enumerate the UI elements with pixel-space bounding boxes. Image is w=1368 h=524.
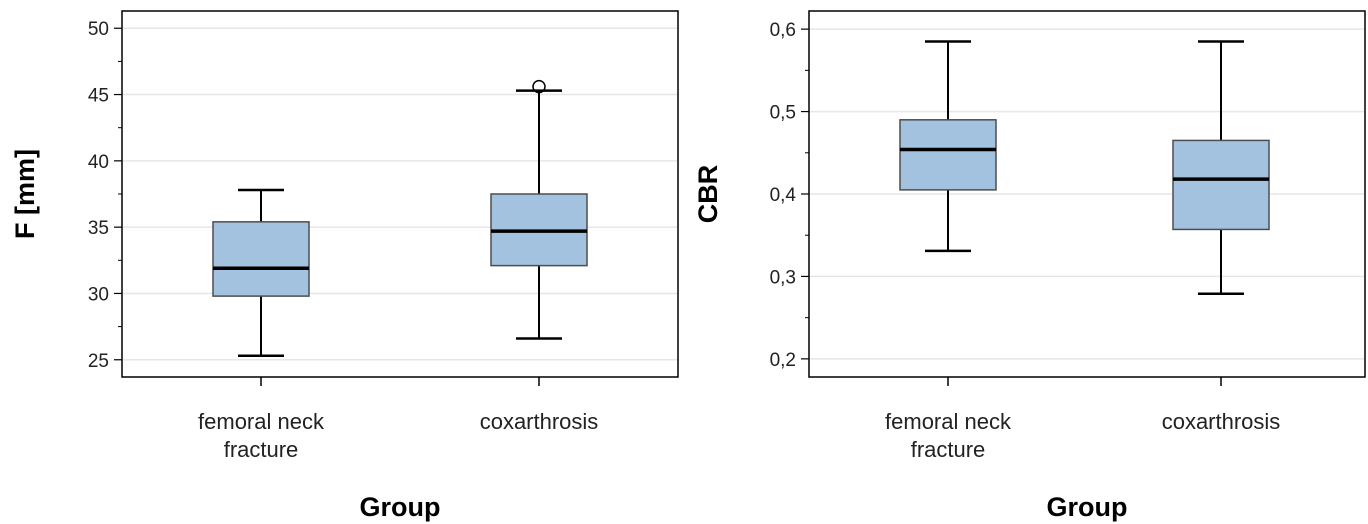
- box-2: [490, 79, 588, 340]
- y-tick-label: 0,2: [770, 350, 796, 371]
- y-tick-label: 35: [88, 218, 109, 239]
- x-tick-label-line: femoral neck: [198, 409, 325, 434]
- y-tick-label: 30: [88, 284, 109, 305]
- x-tick-label: femoral neck fracture: [198, 409, 325, 462]
- y-tick-label: 25: [88, 351, 109, 372]
- outlier-point: [532, 79, 546, 94]
- plot-frame: [121, 10, 679, 378]
- y-tick-label: 0,3: [770, 267, 796, 288]
- x-tick-label: femoral neck fracture: [885, 409, 1012, 462]
- x-axis-title: Group: [1047, 492, 1128, 522]
- x-tick-label-line: fracture: [911, 437, 986, 462]
- y-tick-label: 50: [88, 19, 109, 40]
- y-tick-label: 0,4: [770, 185, 797, 206]
- y-tick-label: 40: [88, 152, 109, 173]
- x-tick-label-line: coxarthrosis: [1162, 409, 1281, 434]
- plot-frame: [808, 10, 1366, 378]
- iqr-box: [899, 119, 997, 191]
- box-1: [899, 40, 997, 253]
- iqr-box: [212, 221, 310, 297]
- x-tick-label-line: coxarthrosis: [480, 409, 599, 434]
- y-axis-title: F [mm]: [10, 149, 40, 239]
- iqr-box: [1172, 139, 1270, 231]
- chart-panel-1: 25 30 35 40 45 50 femoral neck fracture coxarthr…: [10, 10, 679, 522]
- x-tick-label: coxarthrosis: [1162, 409, 1281, 434]
- y-tick-label: 45: [88, 86, 109, 107]
- chart-panel-2: 0,2 0,3 0,4 0,5 0,6 femoral neck fracture coxar…: [693, 10, 1366, 522]
- y-axis-title: CBR: [693, 165, 723, 224]
- box-1: [212, 188, 310, 358]
- x-tick-label: coxarthrosis: [480, 409, 599, 434]
- x-tick-label-line: femoral neck: [885, 409, 1012, 434]
- x-axis-title: Group: [360, 492, 441, 522]
- x-tick-label-line: fracture: [224, 437, 299, 462]
- y-tick-label: 0,5: [770, 103, 796, 124]
- y-tick-label: 0,6: [770, 20, 796, 41]
- box-2: [1172, 40, 1270, 295]
